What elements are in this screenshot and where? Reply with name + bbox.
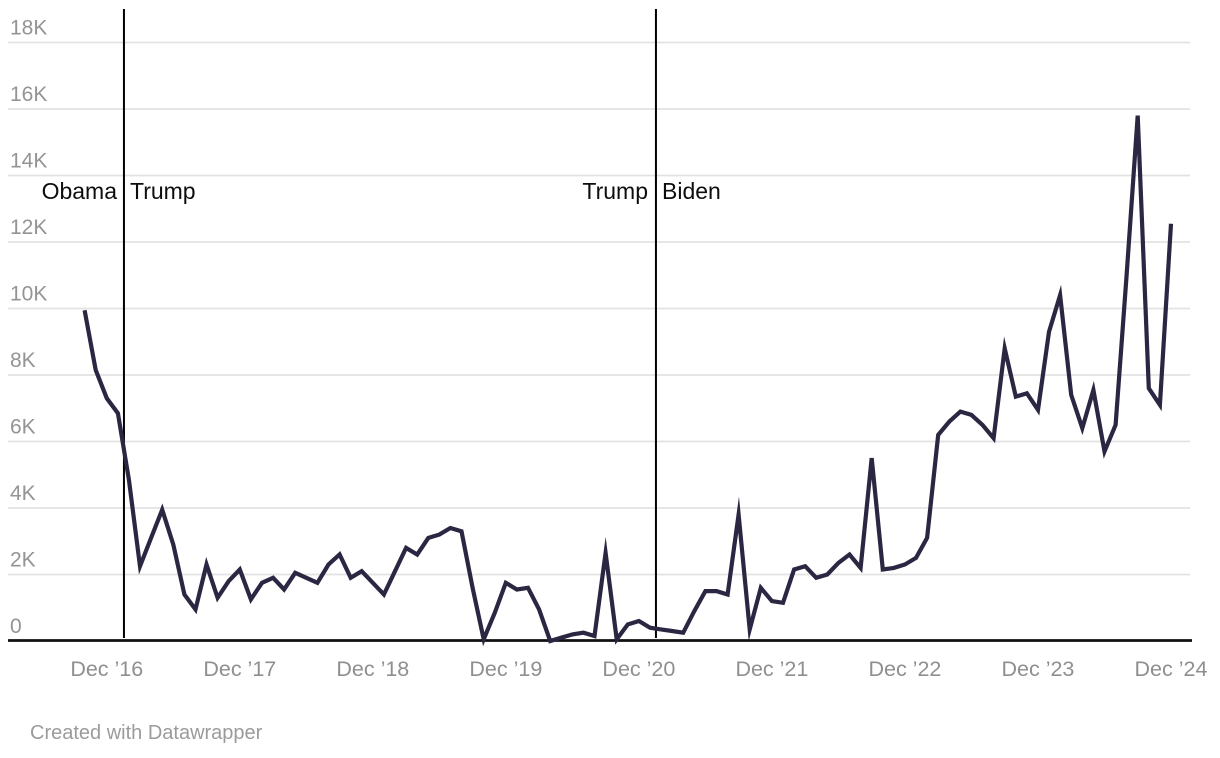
x-axis-tick-label: Dec ’24: [1135, 657, 1208, 681]
data-line: [82, 115, 1174, 647]
x-axis-tick-label: Dec ’19: [469, 657, 542, 681]
y-axis-tick-label: 14K: [10, 150, 47, 173]
y-axis-tick-label: 6K: [10, 416, 36, 439]
x-axis-tick-label: Dec ’17: [203, 657, 276, 681]
x-axis-tick-label: Dec ’20: [602, 657, 675, 681]
x-axis-tick-label: Dec ’23: [1001, 657, 1074, 681]
y-axis-tick-label: 10K: [10, 283, 47, 306]
annotation-label-trump-end: Trump: [582, 178, 648, 204]
annotation-label-obama: Obama: [41, 178, 117, 204]
x-axis-tick-label: Dec ’22: [868, 657, 941, 681]
y-axis-tick-label: 12K: [10, 216, 47, 239]
x-axis-tick-label: Dec ’21: [735, 657, 808, 681]
y-axis-tick-label: 8K: [10, 349, 36, 372]
y-axis-tick-label: 2K: [10, 549, 36, 572]
y-axis-tick-label: 16K: [10, 83, 47, 106]
annotation-label-biden: Biden: [662, 178, 721, 204]
y-axis-tick-label: 0: [10, 615, 22, 638]
y-axis-tick-label: 4K: [10, 482, 36, 505]
annotation-label-trump-start: Trump: [130, 178, 196, 204]
y-axis-tick-label: 18K: [10, 17, 47, 40]
x-axis-tick-label: Dec ’16: [70, 657, 143, 681]
datawrapper-credit-link[interactable]: Created with Datawrapper: [30, 722, 263, 744]
x-axis-tick-label: Dec ’18: [336, 657, 409, 681]
